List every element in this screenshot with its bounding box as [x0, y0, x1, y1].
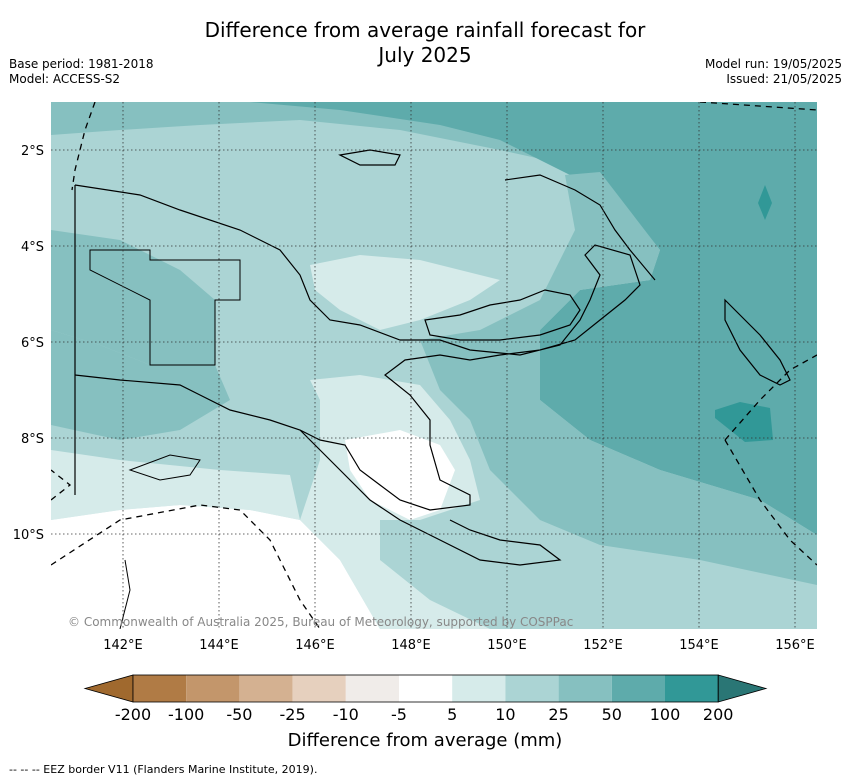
- base-period: Base period: 1981-2018: [9, 57, 154, 71]
- eez-border-northeast: [699, 102, 817, 111]
- colorbar-tick: 100: [650, 705, 681, 724]
- fill-100-200-patch: [715, 402, 773, 442]
- coastline-new-guinea: [74, 184, 641, 511]
- lat-label: 8°S: [21, 432, 44, 447]
- lon-label: 142°E: [103, 638, 143, 653]
- lon-label: 146°E: [295, 638, 335, 653]
- lon-label: 154°E: [679, 638, 719, 653]
- colorbar-tick-labels: -200 -100 -50 -25 -10 -5 5 10 25 50 100 200: [115, 705, 734, 724]
- fill-25-50-west: [51, 230, 215, 365]
- colorbar-bin: [558, 675, 612, 702]
- lon-label: 148°E: [391, 638, 431, 653]
- title-line-1: Difference from average rainfall forecas…: [204, 18, 646, 42]
- fill-white-south: [345, 430, 455, 520]
- issued-date: Issued: 21/05/2025: [726, 72, 842, 86]
- colorbar-bin: [665, 675, 719, 702]
- lat-label: 6°S: [21, 336, 44, 351]
- fill-5-10-southwest: [51, 450, 300, 520]
- coastline-southeast: [299, 429, 562, 566]
- lon-label: 144°E: [199, 638, 239, 653]
- meta-left: Base period: 1981-2018 Model: ACCESS-S2: [9, 57, 154, 87]
- eez-border-solomon: [724, 354, 817, 441]
- colorbar-bin: [186, 675, 240, 702]
- colorbar-bin: [345, 675, 399, 702]
- colorbar-title: Difference from average (mm): [287, 730, 563, 751]
- fill-25-50-east: [420, 172, 817, 585]
- colorbar-tick: 10: [495, 705, 515, 724]
- model-name: Model: ACCESS-S2: [9, 72, 121, 86]
- colorbar-frame: [132, 674, 719, 703]
- colorbar-tick: -25: [280, 705, 306, 724]
- colorbar-bin: [239, 675, 293, 702]
- colorbar-tick: 25: [548, 705, 568, 724]
- coastline-cape-york: [119, 559, 131, 629]
- eez-border-west: [51, 469, 72, 501]
- eez-border-south: [51, 504, 321, 629]
- lon-label: 150°E: [487, 638, 527, 653]
- fill-25-50-southwest: [51, 330, 230, 440]
- colorbar-tick: -10: [333, 705, 359, 724]
- colorbar-bin: [133, 675, 187, 702]
- copyright-text: © Commonwealth of Australia 2025, Bureau…: [68, 615, 573, 629]
- coastline-new-britain: [424, 289, 581, 341]
- eez-border-southeast: [724, 439, 817, 566]
- title-line-2: July 2025: [378, 43, 472, 67]
- colorbar-bin: [505, 675, 559, 702]
- colorbar-tick: -200: [115, 705, 151, 724]
- fill-white-southwest: [51, 505, 380, 629]
- colorbar-tick: 50: [602, 705, 622, 724]
- colorbar-extend-high: [717, 674, 768, 703]
- fill-50-100-east: [250, 102, 817, 535]
- lat-label: 10°S: [13, 528, 44, 543]
- map-title: Difference from average rainfall forecas…: [0, 18, 850, 68]
- colorbar-bin: [292, 675, 346, 702]
- coastline-new-ireland: [504, 174, 656, 281]
- longitude-labels: 142°E 144°E 146°E 148°E 150°E 152°E 154°E 156°E: [103, 638, 815, 653]
- colorbar-tick: 5: [447, 705, 457, 724]
- province-borders: [89, 249, 241, 366]
- colorbar-bin: [452, 675, 506, 702]
- lon-label: 152°E: [583, 638, 623, 653]
- lat-label: 4°S: [21, 240, 44, 255]
- eez-footnote: -- -- -- EEZ border V11 (Flanders Marine…: [9, 763, 318, 776]
- colorbar-tick: -5: [391, 705, 407, 724]
- fill-5-10-central: [310, 255, 500, 330]
- coastline-bougainville: [724, 298, 791, 386]
- eez-border-northwest: [71, 102, 96, 191]
- colorbar-tick: 200: [703, 705, 734, 724]
- model-run: Model run: 19/05/2025: [704, 57, 842, 71]
- lat-label: 2°S: [21, 144, 44, 159]
- fill-100-200-small: [758, 185, 772, 220]
- coastline-torres-islands: [128, 454, 201, 481]
- meta-right: Model run: 19/05/2025 Issued: 21/05/2025: [705, 57, 842, 87]
- map-area: [51, 102, 817, 629]
- latitude-labels: 2°S 4°S 6°S 8°S 10°S: [13, 144, 44, 543]
- colorbar-extend-low: [83, 674, 134, 703]
- colorbar-bin: [611, 675, 665, 702]
- lon-label: 156°E: [775, 638, 815, 653]
- colorbar-bin: [399, 675, 453, 702]
- colorbar-tick: -50: [226, 705, 252, 724]
- colorbar: [83, 674, 768, 703]
- coastline-manus: [338, 149, 401, 166]
- colorbar-tick: -100: [168, 705, 204, 724]
